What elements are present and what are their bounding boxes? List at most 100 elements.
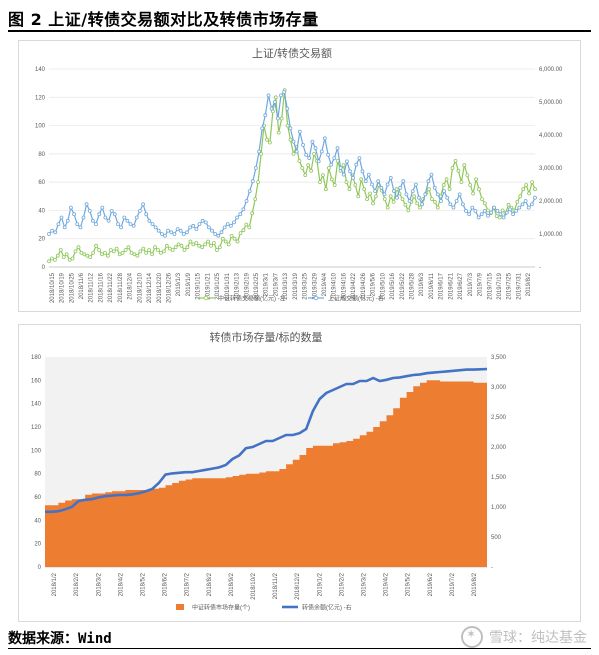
- x-tick-label: 2019/2/2: [339, 572, 345, 596]
- y-left-tick-label: 20: [38, 237, 45, 243]
- legend-marker: [203, 295, 209, 301]
- data-point: [70, 256, 75, 261]
- data-point: [250, 211, 255, 216]
- data-point: [247, 225, 252, 230]
- y-left-tick-label: 140: [35, 67, 46, 73]
- data-point: [435, 192, 440, 197]
- x-tick-label: 2019/6/21: [448, 272, 454, 299]
- data-point: [474, 177, 479, 182]
- data-point: [407, 199, 412, 203]
- data-point: [232, 220, 236, 225]
- data-point: [444, 177, 449, 182]
- data-point: [530, 180, 534, 185]
- x-tick-label: 2019/5/22: [400, 272, 406, 299]
- data-point: [223, 239, 228, 244]
- data-point: [391, 199, 396, 204]
- chart-panel-turnover: 上证/转债交易额 0 20 40 60 80 100 120 140 - 1,000.00 2,000…: [18, 40, 581, 312]
- data-point: [211, 241, 216, 245]
- y-left-tick-label: 80: [38, 152, 45, 158]
- data-point: [144, 212, 149, 217]
- data-point: [468, 183, 473, 187]
- x-tick-label: 2019/4/22: [351, 272, 357, 299]
- data-point: [50, 228, 54, 233]
- x-tick-label: 2019/3/2: [361, 572, 367, 596]
- x-tick-label: 2019/4/4: [322, 272, 328, 296]
- line-series-0: [48, 90, 536, 262]
- x-tick-label: 2019/5/16: [390, 272, 396, 299]
- data-point: [109, 208, 114, 213]
- data-point: [273, 95, 278, 100]
- data-point: [266, 93, 271, 98]
- data-point: [344, 159, 349, 164]
- data-point: [241, 228, 246, 233]
- data-point: [395, 195, 399, 200]
- x-tick-label: 2018/7/2: [185, 572, 191, 596]
- data-point: [79, 250, 84, 255]
- data-point: [322, 136, 327, 141]
- data-point: [413, 182, 418, 187]
- data-point: [291, 139, 296, 144]
- data-point: [498, 212, 503, 217]
- data-point: [138, 249, 143, 254]
- data-point: [158, 250, 163, 255]
- data-point: [159, 232, 164, 236]
- data-point: [228, 223, 233, 228]
- data-point: [123, 248, 128, 252]
- data-point: [526, 205, 531, 210]
- y-left-tick-label: 180: [31, 355, 42, 361]
- y-right-tick-label: 2,000.00: [539, 199, 563, 205]
- x-tick-label: 2018/9/2: [229, 572, 235, 596]
- data-point: [175, 227, 180, 232]
- data-point: [285, 123, 290, 128]
- data-point: [64, 252, 69, 257]
- data-point: [309, 168, 314, 173]
- y-left-tick-label: 80: [34, 472, 41, 478]
- data-point: [320, 173, 325, 178]
- x-tick-label: 2019/7/25: [507, 272, 513, 299]
- x-tick-label: 2019/3/29: [312, 272, 318, 299]
- data-point: [69, 205, 73, 210]
- data-point: [341, 163, 346, 168]
- y-right-tick-label: 3,500: [491, 355, 507, 361]
- data-point: [279, 116, 284, 121]
- data-point: [78, 225, 83, 230]
- data-point: [354, 162, 359, 167]
- data-point: [173, 245, 178, 250]
- y-left-tick-label: 0: [42, 265, 46, 271]
- y-left-tick-label: 20: [34, 542, 41, 548]
- data-point: [294, 149, 299, 154]
- data-point: [269, 106, 274, 111]
- x-tick-label: 2019/7/2: [450, 572, 456, 596]
- data-point: [279, 93, 283, 98]
- x-tick-label: 2019/2/13: [235, 272, 241, 299]
- data-point: [418, 205, 423, 210]
- data-point: [191, 242, 196, 247]
- data-point: [59, 215, 64, 220]
- y-right-tick-label: 3,000.00: [539, 166, 563, 172]
- data-point: [403, 202, 408, 207]
- data-point: [125, 218, 130, 223]
- data-point: [453, 159, 458, 163]
- data-point: [138, 208, 142, 213]
- x-tick-label: 2019/1/31: [225, 272, 231, 299]
- y-right-tick-label: 2,000: [491, 445, 507, 451]
- data-point: [442, 189, 447, 194]
- y-right-tick-label: 500: [491, 535, 502, 541]
- data-point: [420, 202, 425, 207]
- data-point: [94, 222, 98, 227]
- data-point: [119, 225, 123, 230]
- data-point: [267, 140, 272, 145]
- data-point: [109, 248, 113, 252]
- data-point: [256, 180, 261, 185]
- data-point: [501, 215, 506, 220]
- data-point: [521, 187, 526, 192]
- watermark: 雪球：纯达基金: [461, 626, 587, 648]
- data-point: [365, 197, 370, 202]
- data-point: [371, 201, 375, 206]
- x-tick-label: 2019/7/19: [497, 272, 503, 299]
- x-tick-label: 2018/12/20: [157, 272, 163, 303]
- data-point: [441, 183, 446, 187]
- snowball-logo-icon: [461, 626, 483, 648]
- x-tick-label: 2019/1/25: [215, 272, 221, 299]
- y-right-tick-label: 1,000.00: [539, 232, 563, 238]
